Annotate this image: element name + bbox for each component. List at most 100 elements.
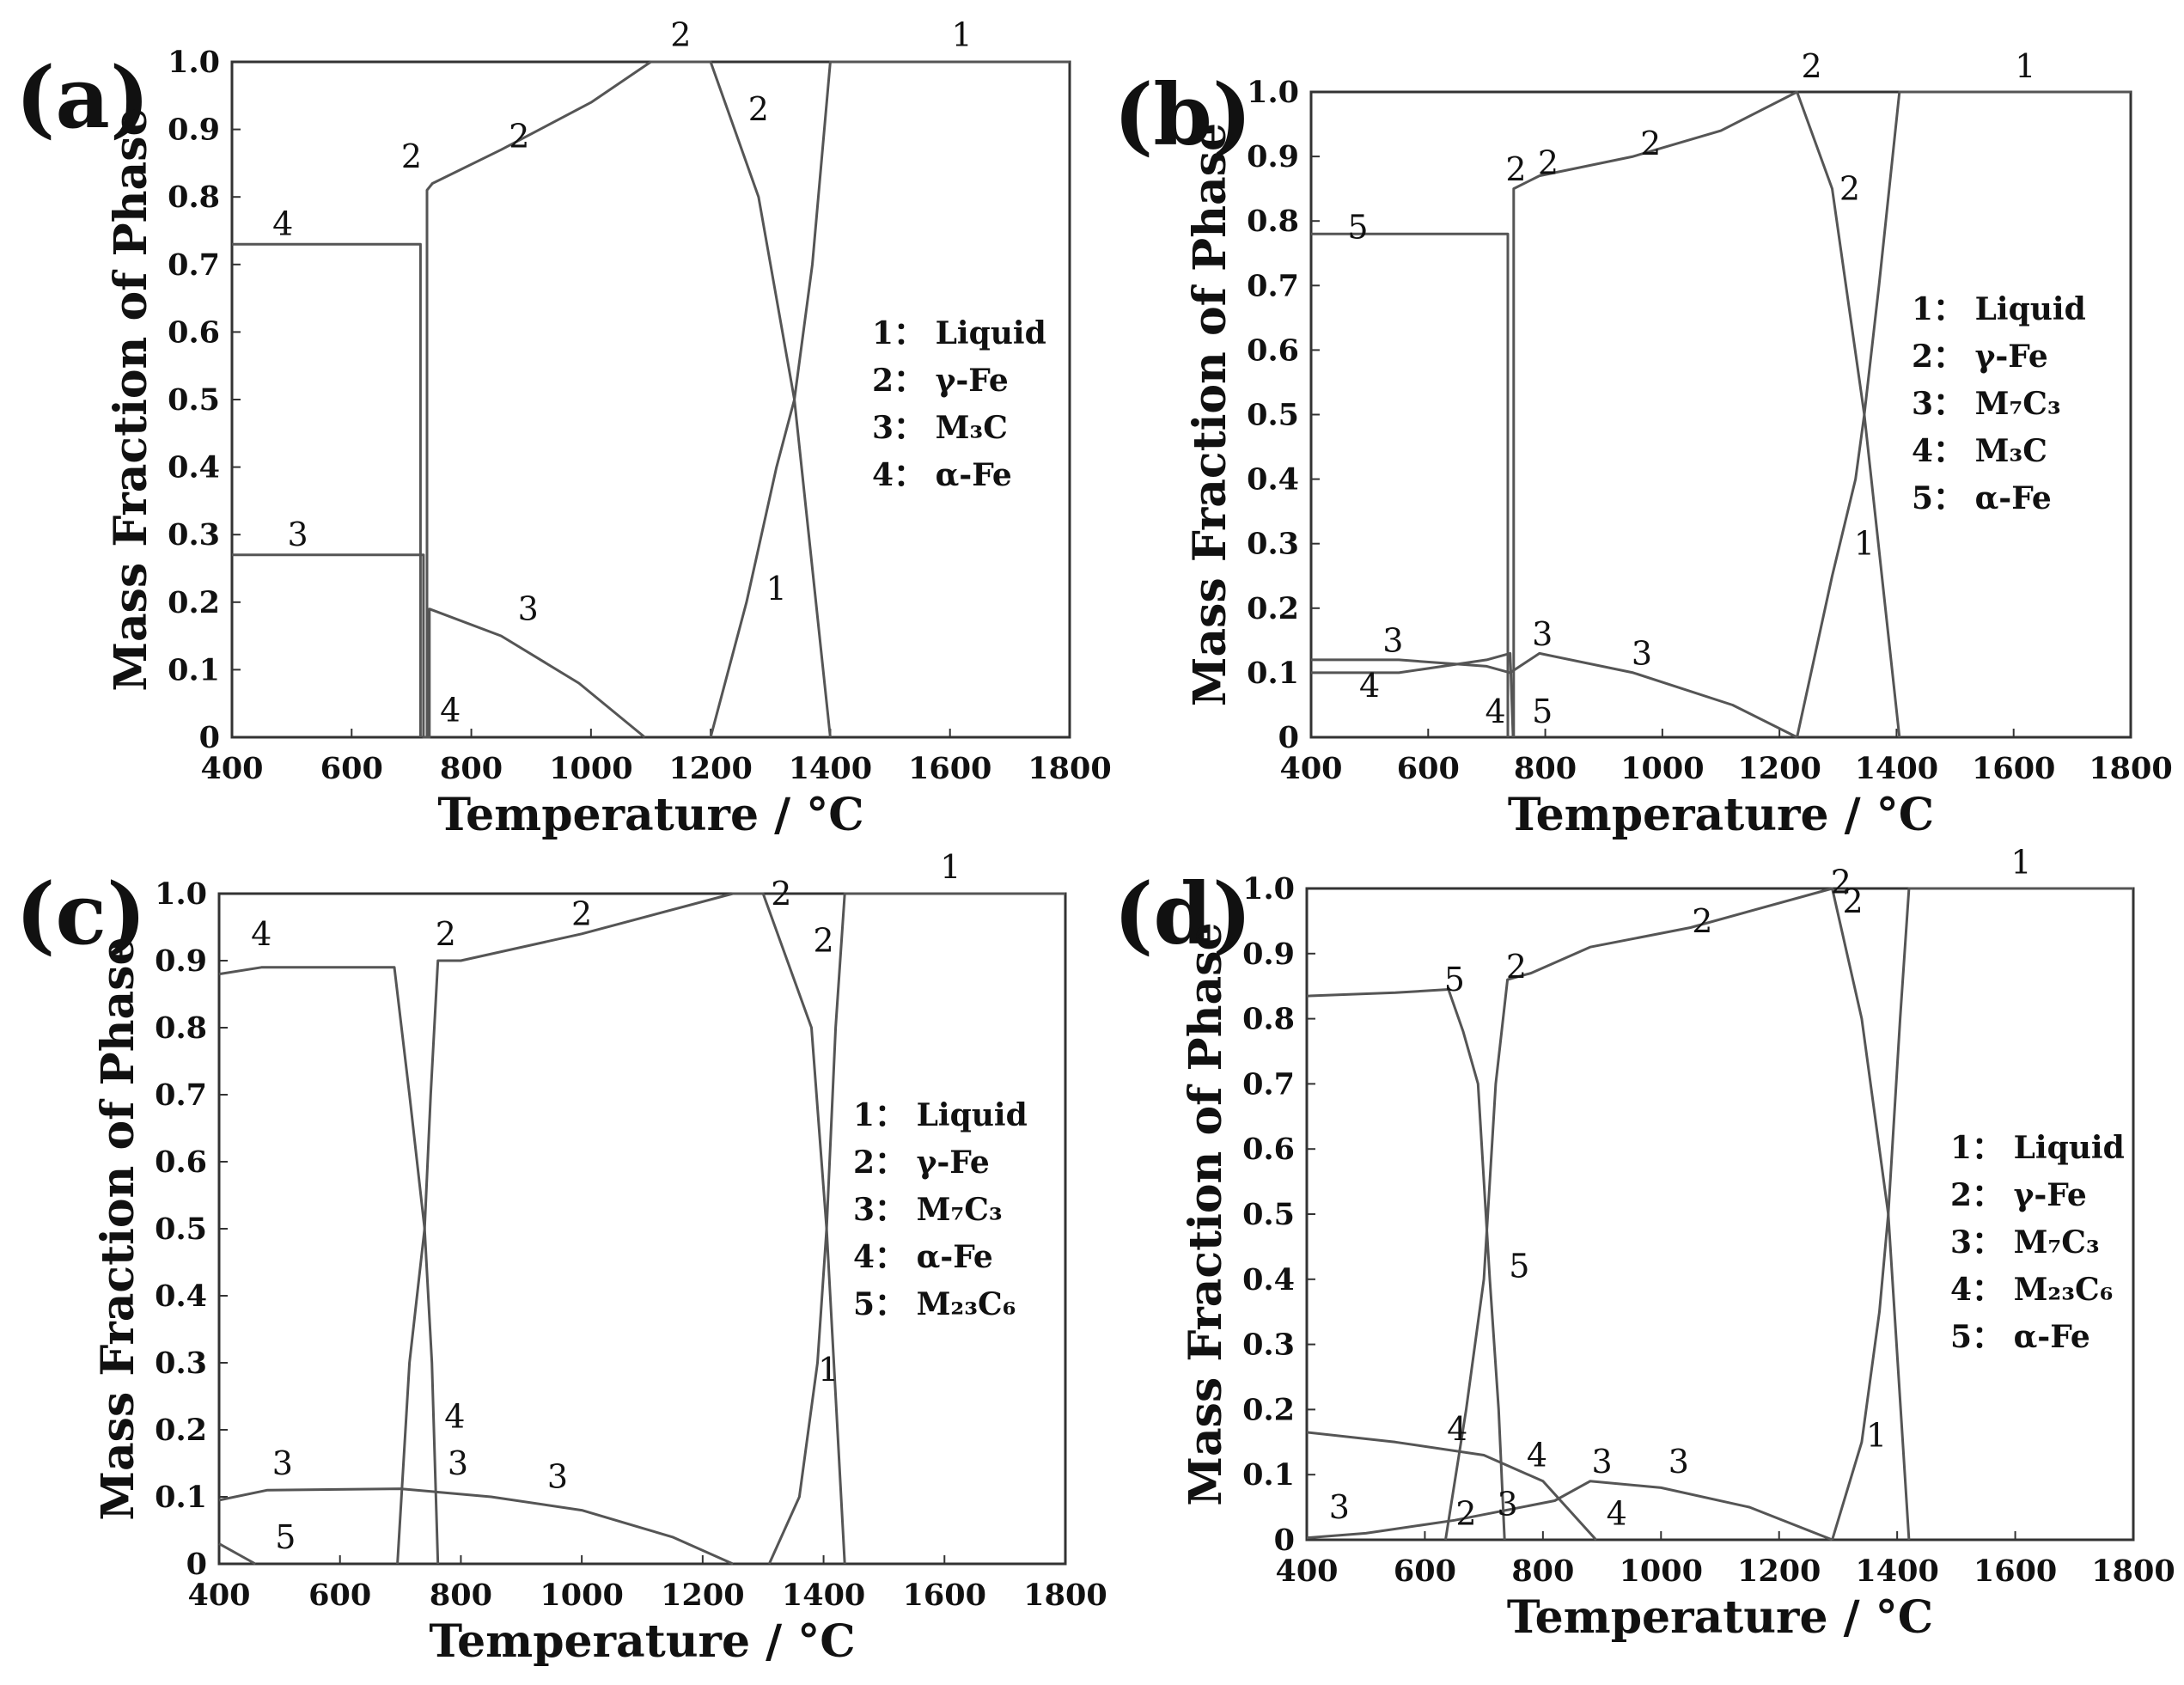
curve-number-label: 4 (440, 692, 461, 730)
y-axis-title: Mass Fraction of Phase (92, 937, 144, 1520)
y-tick-label: 0 (186, 1547, 207, 1582)
panel-label: (c) (15, 865, 146, 964)
x-tick-label: 1000 (549, 751, 632, 786)
curve-number-label: 4 (444, 1397, 465, 1435)
chart-panel-a: (a) 400 600 800 1000 1200 1400 1600 1800 0 0.1 0.2 0… (15, 16, 1112, 841)
y-tick-label: 0.7 (1247, 268, 1299, 303)
curve-number-label: 1 (818, 1351, 839, 1389)
y-tick-label: 0.5 (155, 1212, 207, 1247)
x-tick-label: 1400 (789, 751, 872, 786)
x-tick-label: 1800 (2089, 751, 2172, 786)
legend-entry: 2： γ-Fe (853, 1145, 990, 1181)
legend-entry: 4： M₃C (1912, 433, 2047, 469)
curve-number-label: 2 (1839, 170, 1860, 208)
y-tick-label: 0.6 (168, 314, 220, 350)
y-tick-label: 0.1 (168, 652, 220, 687)
y-tick-label: 0.1 (1242, 1457, 1295, 1493)
y-axis-title: Mass Fraction of Phase (1184, 123, 1236, 706)
curve-number-label: 2 (436, 915, 456, 953)
legend-entry: 3： M₇C₃ (1950, 1224, 2100, 1261)
x-tick-label: 1600 (908, 751, 991, 786)
curve-number-label: 2 (748, 90, 769, 128)
curve-number-label: 2 (1455, 1495, 1476, 1533)
x-tick-label: 400 (200, 751, 263, 786)
y-tick-label: 0.4 (1242, 1262, 1295, 1297)
series-line-3 (218, 1487, 734, 1566)
plot-frame (217, 892, 1067, 1566)
curve-number-label: 5 (1509, 1248, 1529, 1285)
curve-number-label: 2 (670, 16, 691, 54)
x-tick-label: 800 (430, 1578, 492, 1613)
legend-entry: 4： M₂₃C₆ (1950, 1272, 2113, 1308)
y-tick-label: 0.8 (155, 1010, 207, 1046)
series-line-1 (709, 60, 1070, 738)
y-tick-label: 0.2 (1247, 591, 1299, 626)
x-tick-label: 1400 (782, 1578, 865, 1613)
chart-panel-c: (c) 400 600 800 1000 1200 1400 1600 1800 0 0.1 0.2 0… (15, 848, 1107, 1668)
curve-number-label: 1 (940, 848, 961, 886)
legend-entry: 1： Liquid (872, 315, 1046, 351)
legend-entry: 2： γ-Fe (1950, 1177, 2087, 1213)
y-tick-label: 0.2 (1242, 1392, 1295, 1427)
curve-number-label: 3 (1591, 1443, 1612, 1480)
legend-entry: 4： α-Fe (853, 1239, 993, 1275)
y-tick-label: 0.8 (1242, 1002, 1295, 1037)
curve-number-label: 3 (1669, 1443, 1689, 1480)
y-tick-label: 0 (1278, 720, 1299, 755)
series-line-5 (1306, 988, 1506, 1541)
curve-number-label: 2 (1505, 150, 1526, 188)
legend-entry: 5： M₂₃C₆ (853, 1286, 1016, 1322)
x-tick-label: 1400 (1855, 1554, 1938, 1589)
x-tick-label: 1000 (540, 1578, 623, 1613)
y-tick-label: 0.1 (1247, 656, 1299, 691)
series-line-2 (1512, 90, 1901, 738)
series-line-4 (232, 242, 422, 737)
x-tick-label: 1200 (661, 1578, 744, 1613)
x-tick-label: 1000 (1620, 751, 1704, 786)
x-tick-label: 1200 (1737, 751, 1821, 786)
x-tick-label: 1000 (1620, 1554, 1703, 1589)
series-line-4 (1306, 1431, 1597, 1542)
curve-number-label: 3 (1382, 621, 1403, 659)
curve-number-label: 1 (2015, 47, 2035, 85)
legend-entry: 3： M₇C₃ (1912, 386, 2061, 422)
plot-frame (1305, 887, 2135, 1542)
curve-number-label: 1 (2010, 844, 2031, 882)
x-tick-label: 1200 (1737, 1554, 1821, 1589)
y-tick-label: 0.5 (168, 382, 220, 418)
x-tick-label: 1600 (1974, 1554, 2057, 1589)
y-tick-label: 0.4 (1247, 462, 1299, 498)
curve-number-label: 2 (1538, 144, 1559, 182)
series-line-4 (1311, 651, 1515, 738)
panel-label: (a) (15, 49, 149, 148)
y-tick-label: 0.2 (155, 1413, 207, 1448)
curve-number-label: 3 (518, 590, 539, 628)
y-tick-label: 0.3 (168, 517, 220, 553)
curve-number-label: 5 (275, 1518, 296, 1556)
legend-entry: 1： Liquid (853, 1097, 1028, 1133)
curve-number-label: 4 (1447, 1410, 1467, 1448)
curve-number-label: 3 (448, 1444, 468, 1482)
x-axis-title: Temperature / °C (429, 1615, 855, 1668)
y-tick-label: 0.2 (168, 585, 220, 620)
curve-number-label: 2 (1640, 125, 1661, 162)
legend-entry: 1： Liquid (1950, 1130, 2125, 1166)
legend-entry: 3： M₃C (872, 410, 1008, 446)
curve-number-label: 3 (547, 1458, 568, 1496)
curve-number-label: 3 (1632, 634, 1652, 672)
y-tick-label: 0.3 (1247, 527, 1299, 562)
y-tick-label: 0.1 (155, 1480, 207, 1515)
curve-number-label: 5 (1444, 961, 1465, 998)
curve-number-label: 5 (1532, 693, 1553, 730)
x-tick-label: 400 (1279, 751, 1342, 786)
x-tick-label: 600 (1394, 1554, 1456, 1589)
curve-number-label: 3 (1329, 1488, 1350, 1526)
x-axis-title: Temperature / °C (1507, 1591, 1933, 1644)
x-tick-label: 1200 (668, 751, 752, 786)
legend-entry: 1： Liquid (1912, 291, 2086, 327)
legend-entry: 2： γ-Fe (872, 363, 1009, 399)
y-tick-label: 0.4 (168, 450, 220, 485)
curve-number-label: 2 (1506, 948, 1527, 986)
curve-number-label: 2 (1802, 47, 1822, 85)
